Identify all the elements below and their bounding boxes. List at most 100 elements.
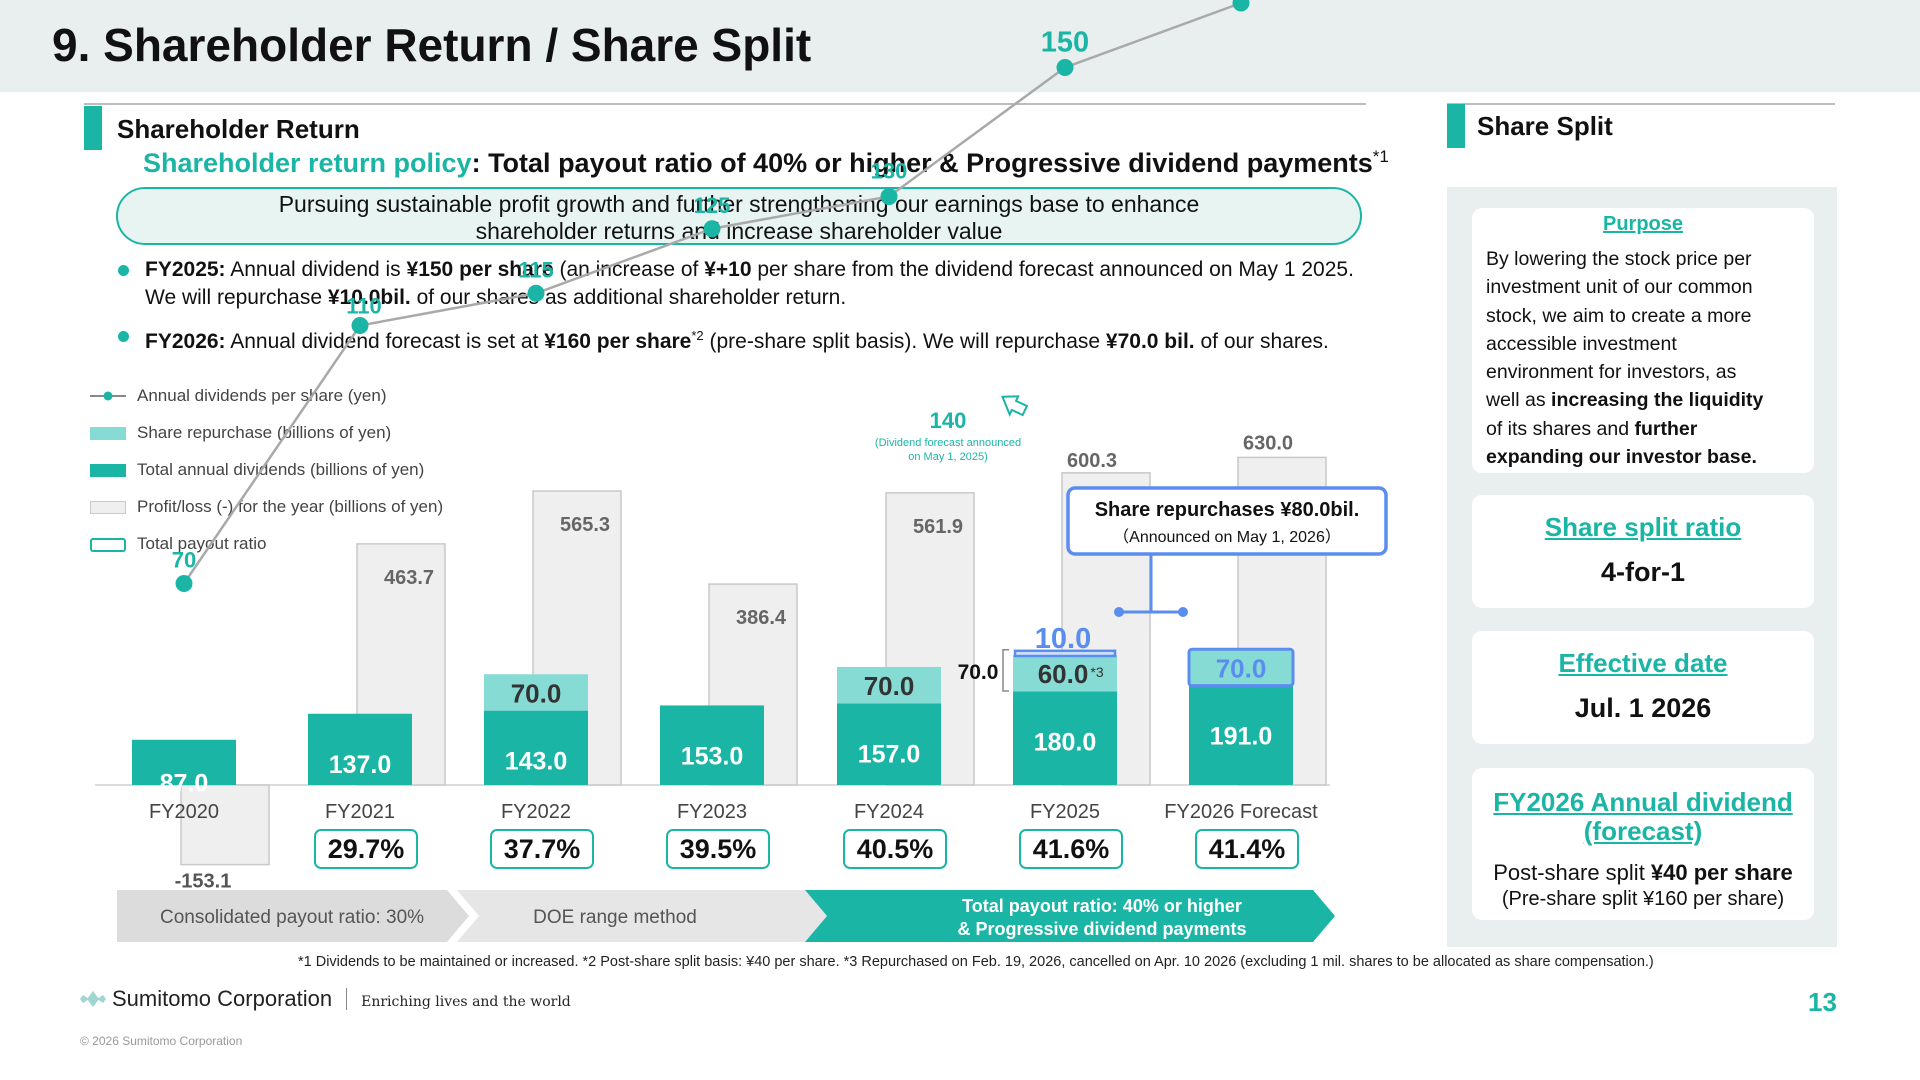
dividend-post-split-label: Post-share split (1493, 860, 1651, 885)
dps-label: 150 (1041, 27, 1089, 59)
dps-label: 115 (518, 257, 554, 282)
dividend-bar (308, 713, 412, 785)
dividend-bar (484, 710, 588, 785)
legend-dps-label: Annual dividends per share (yen) (137, 386, 387, 405)
page-number: 13 (1808, 987, 1837, 1017)
additional-repurchase-label: 10.0 (1035, 623, 1091, 655)
section-rule-right (1447, 103, 1835, 105)
section-marker-left (84, 106, 102, 150)
bullet-text: (pre-share split basis). We will repurch… (703, 330, 1106, 353)
bullet-label: FY2025: (145, 258, 226, 281)
page-title: 9. Shareholder Return / Share Split (52, 19, 812, 71)
banner-line1: Pursuing sustainable profit growth and f… (278, 191, 1200, 217)
dps-forecast-label: 140 (930, 408, 967, 433)
bullet-text: per share from the dividend forecast ann… (751, 258, 1354, 281)
legend-profit-swatch (90, 501, 126, 514)
repurchase-label: 70.0 (511, 678, 562, 708)
purpose-line: of its shares and further (1486, 415, 1814, 443)
section-rule-left (84, 103, 1366, 105)
payout-ratio-box: 41.4% (1195, 829, 1299, 869)
purpose-line: By lowering the stock price per (1486, 248, 1752, 270)
logo-tagline: Enriching lives and the world (361, 994, 571, 1010)
phase-3-label-line1: Total payout ratio: 40% or higher (962, 896, 1242, 916)
phase-arrow-bar: Consolidated payout ratio: 30% DOE range… (117, 890, 1335, 942)
purpose-text-part: of its shares and (1486, 417, 1635, 440)
bullet-text: of our shares. (1194, 330, 1329, 353)
profit-label: 600.3 (1067, 450, 1117, 472)
purpose-emph: further (1634, 417, 1698, 440)
bullet-text: We will repurchase (145, 286, 328, 309)
dps-point (351, 317, 369, 334)
logo-text: Sumitomo Corporation (112, 986, 333, 1011)
bullet-dot (118, 331, 129, 342)
category-label: FY2020 (149, 801, 219, 823)
dps-label: 110 (346, 294, 382, 319)
profit-label: -153.1 (175, 871, 232, 893)
repurchase-bar (1013, 655, 1117, 692)
dividend-label: 157.0 (858, 740, 921, 768)
dps-label: 70 (172, 548, 196, 573)
forecast-repurchase-outline (1187, 647, 1295, 688)
title-bar: 9. Shareholder Return / Share Split (0, 0, 1920, 92)
category-label: FY2024 (854, 801, 924, 823)
category-label: FY2023 (677, 801, 747, 823)
company-logo: Sumitomo Corporation Enriching lives and … (80, 986, 571, 1012)
dps-point (1056, 59, 1074, 76)
phase-1-shape (117, 890, 469, 942)
dps-point (880, 188, 898, 205)
phase-1-label: Consolidated payout ratio: 30% (160, 907, 424, 928)
profit-bar (180, 784, 270, 866)
bullet-text: Annual dividend forecast is set at (225, 330, 545, 353)
logo-separator (346, 988, 348, 1010)
legend-payout-swatch (90, 538, 126, 552)
dividend-pre-split: (Pre-share split ¥160 per share) (1501, 888, 1785, 910)
category-label: FY2026 Forecast (1164, 801, 1318, 823)
connector-dot (1114, 607, 1124, 617)
repurchase-bar (837, 666, 941, 704)
purpose-line: accessible investment (1486, 332, 1677, 355)
category-label: FY2021 (325, 801, 395, 823)
purpose-line: stock, we aim to create a more (1486, 304, 1752, 327)
dividend-label: 153.0 (681, 742, 744, 770)
bullet-text: (an increase of (553, 258, 705, 281)
dps-point (1232, 0, 1250, 12)
purpose-line: well as increasing the liquidity (1486, 386, 1814, 414)
bullet-emph: ¥+10 (704, 258, 752, 281)
dividend-bar (837, 703, 941, 785)
fy2025-outer-label: 70.0 (958, 661, 999, 684)
repurchase-label: 70.0 (864, 671, 915, 701)
profit-label: 565.3 (560, 514, 610, 536)
dividend-title-line2: (forecast) (1583, 816, 1703, 846)
legend-repurchase-label: Share repurchase (billions of yen) (137, 423, 392, 442)
bullet-emph: ¥10.0bil. (327, 286, 411, 309)
profit-label: 463.7 (384, 567, 434, 589)
split-ratio-card: Share split ratio 4-for-1 (1472, 495, 1814, 608)
purpose-line: environment for investors, as (1486, 361, 1737, 384)
bullet-emph: ¥150 per share (406, 258, 554, 281)
bullet-fy2025-line2: We will repurchase ¥10.0bil. of our shar… (145, 284, 846, 312)
bullet-emph: ¥160 per share (544, 330, 692, 353)
dividend-bar (1189, 685, 1293, 785)
dividend-post-split: Post-share split ¥40 per share (1472, 846, 1814, 886)
dps-point (527, 284, 545, 302)
dividend-bar (660, 705, 764, 785)
payout-ratio-box: 40.5% (843, 829, 947, 869)
dps-point (703, 220, 721, 238)
phase-2-label: DOE range method (533, 907, 697, 928)
bullet-fy2025-line1: FY2025: Annual dividend is ¥150 per shar… (145, 256, 1354, 284)
category-label: FY2022 (501, 801, 571, 823)
legend-dividends-label: Total annual dividends (billions of yen) (137, 460, 425, 479)
payout-ratio-box: 39.5% (666, 829, 770, 869)
purpose-text-part: well as (1486, 389, 1552, 412)
legend-line-marker (90, 391, 126, 401)
purpose-emph: increasing the liquidity (1551, 389, 1764, 412)
dps-forecast-note: (Dividend forecast announced (875, 437, 1021, 449)
dividend-post-split-value: ¥40 per share (1650, 860, 1793, 885)
bullet-emph: ¥70.0 bil. (1105, 330, 1195, 353)
split-ratio-value: 4-for-1 (1600, 557, 1685, 587)
bullet-dot (118, 265, 129, 276)
repurchase-bar (1189, 649, 1293, 686)
payout-ratio-box: 41.6% (1019, 829, 1123, 869)
section-marker-right (1447, 104, 1465, 148)
bullet-fy2026: FY2026: Annual dividend forecast is set … (118, 322, 1418, 353)
